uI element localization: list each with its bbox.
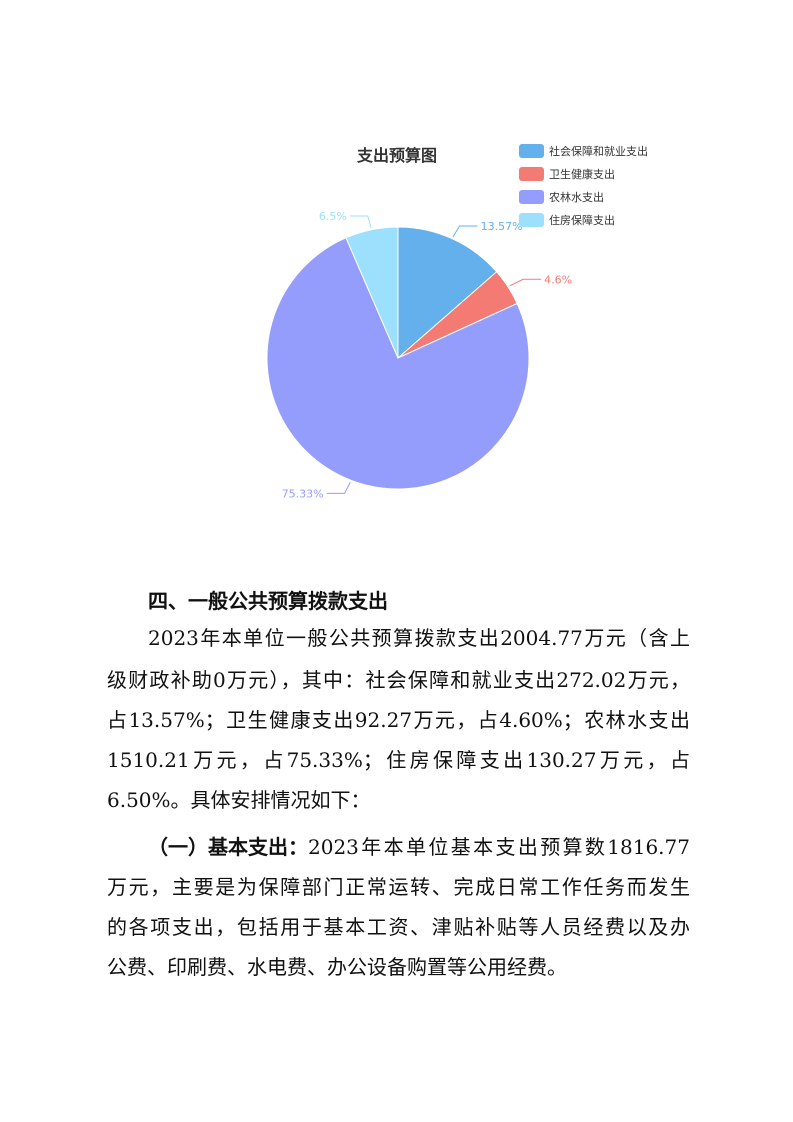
paragraph-line: （一）基本支出： 2023年本单位基本支出预算数1816.77 (148, 833, 690, 861)
label-leader-line (349, 215, 372, 228)
paragraph-line: 的各项支出，包括用于基本工资、津贴补贴等人员经费以及办 (107, 915, 690, 939)
slice-data-label: 75.33% (282, 487, 324, 500)
pie-slice (345, 226, 399, 359)
section-heading: 四、一般公共预算拨款支出 (148, 589, 388, 613)
legend-label[interactable]: 社会保障和就业支出 (549, 144, 648, 158)
paragraph-text: 2023年本单位基本支出预算数1816.77 (308, 835, 690, 859)
slice-data-label: 13.57% (481, 220, 523, 233)
legend-label[interactable]: 农林水支出 (549, 190, 604, 204)
paragraph-line: 级财政补助0万元），其中：社会保障和就业支出272.02万元， (107, 668, 690, 692)
paragraph-line: 6.50%。具体安排情况如下： (107, 788, 371, 812)
slice-data-label: 4.6% (544, 273, 572, 286)
label-leader-line (452, 225, 478, 238)
legend-swatch[interactable] (519, 144, 544, 158)
label-leader-line (326, 481, 351, 494)
legend-label[interactable]: 住房保障支出 (549, 213, 615, 227)
chart-title: 支出预算图 (356, 146, 437, 165)
paragraph-line: 公费、印刷费、水电费、办公设备购置等公用经费。 (107, 955, 567, 979)
subsection-label: （一）基本支出： (148, 835, 308, 859)
slice-data-label: 6.5% (319, 210, 347, 223)
pie-slice (266, 237, 530, 490)
legend-swatch[interactable] (519, 167, 544, 181)
paragraph-line: 占13.57%；卫生健康支出92.27万元，占4.60%；农林水支出 (107, 708, 690, 732)
legend-label[interactable]: 卫生健康支出 (549, 167, 615, 181)
pie-slice (397, 226, 498, 360)
paragraph-line: 2023年本单位一般公共预算拨款支出2004.77万元（含上 (148, 626, 690, 650)
paragraph-line: 万元，主要是为保障部门正常运转、完成日常工作任务而发生 (107, 875, 690, 899)
paragraph-line: 1510.21万元，占75.33%；住房保障支出130.27万元，占 (107, 748, 690, 772)
label-leader-line (509, 278, 542, 287)
legend-swatch[interactable] (519, 190, 544, 204)
legend-swatch[interactable] (519, 213, 544, 227)
pie-chart: 支出预算图 13.57% 4.6% 75.33% 6.5% 社会保障和就业支出卫生健康… (266, 144, 648, 500)
